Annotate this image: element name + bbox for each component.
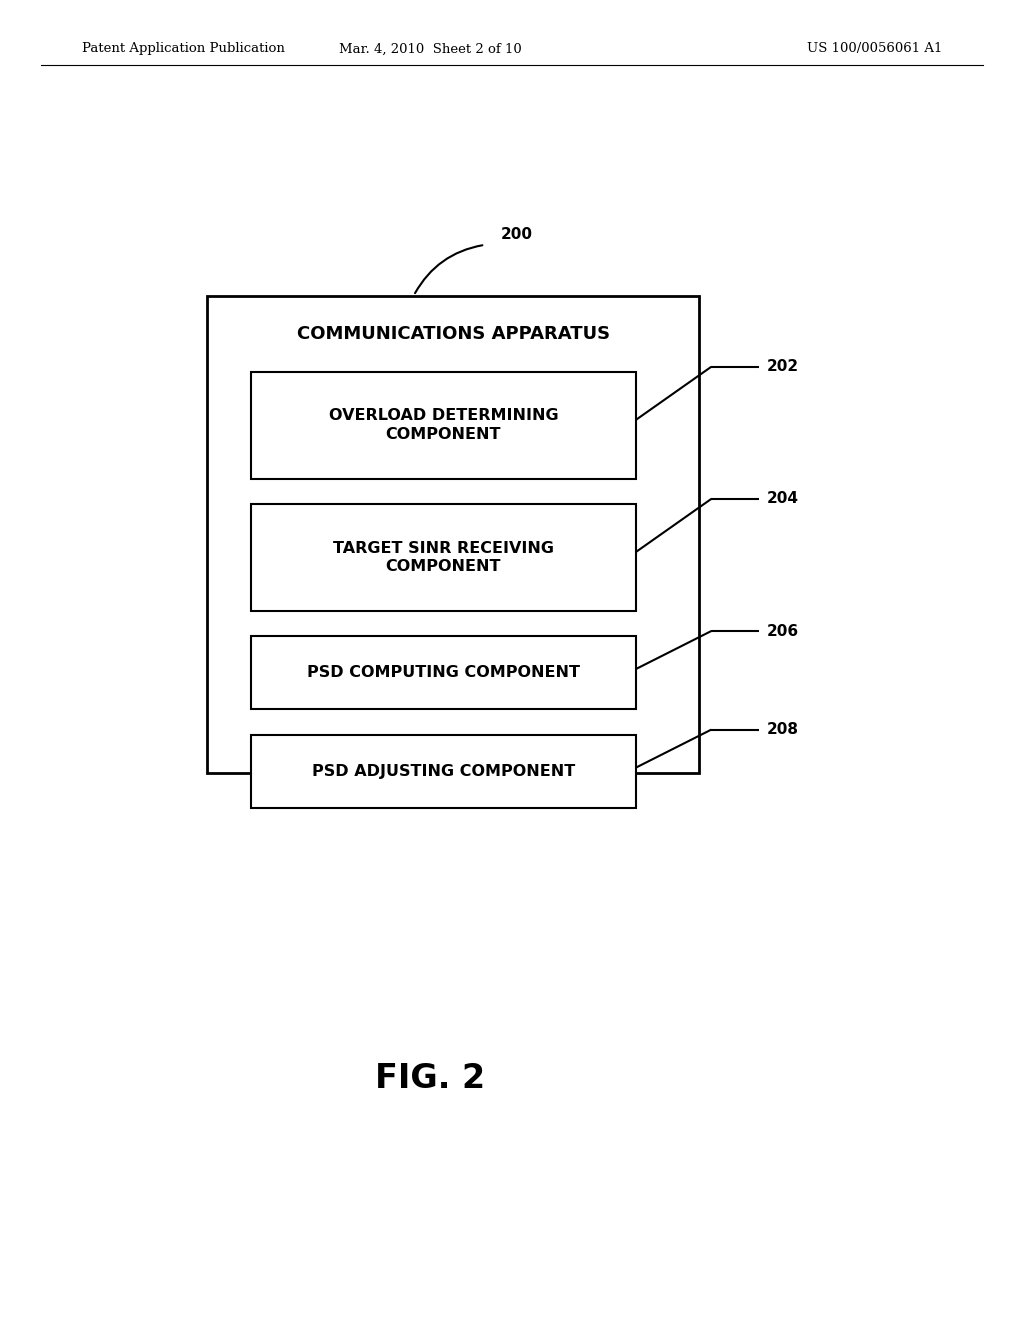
Text: 204: 204 [767, 491, 799, 507]
Text: OVERLOAD DETERMINING
COMPONENT: OVERLOAD DETERMINING COMPONENT [329, 408, 558, 442]
Text: COMMUNICATIONS APPARATUS: COMMUNICATIONS APPARATUS [297, 325, 610, 343]
Text: FIG. 2: FIG. 2 [375, 1061, 484, 1094]
Bar [251, 372, 636, 479]
Bar [251, 735, 636, 808]
Text: Patent Application Publication: Patent Application Publication [82, 42, 285, 55]
Text: TARGET SINR RECEIVING
COMPONENT: TARGET SINR RECEIVING COMPONENT [333, 540, 554, 574]
Text: 202: 202 [767, 359, 799, 375]
Text: 208: 208 [767, 722, 799, 737]
Text: PSD COMPUTING COMPONENT: PSD COMPUTING COMPONENT [307, 665, 580, 680]
Bar [251, 636, 636, 709]
Text: US 100/0056061 A1: US 100/0056061 A1 [807, 42, 942, 55]
Text: Mar. 4, 2010  Sheet 2 of 10: Mar. 4, 2010 Sheet 2 of 10 [339, 42, 521, 55]
Text: 200: 200 [501, 227, 532, 242]
Bar [207, 296, 699, 774]
Bar [251, 504, 636, 611]
Text: PSD ADJUSTING COMPONENT: PSD ADJUSTING COMPONENT [312, 764, 575, 779]
Text: 206: 206 [767, 623, 799, 639]
